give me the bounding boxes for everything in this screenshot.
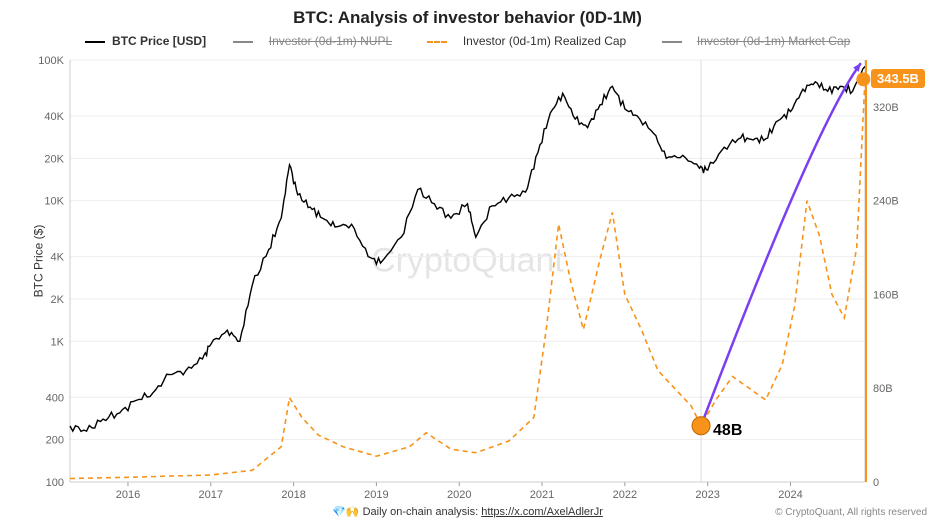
value-badge: 343.5B <box>871 69 925 88</box>
svg-text:2023: 2023 <box>695 489 719 501</box>
chart-container: BTC: Analysis of investor behavior (0D-1… <box>0 0 935 522</box>
footer-copyright: © CryptoQuant, All rights reserved <box>775 507 927 518</box>
svg-text:100K: 100K <box>38 55 64 67</box>
svg-text:160B: 160B <box>873 289 899 301</box>
svg-text:1K: 1K <box>51 336 65 348</box>
svg-text:100: 100 <box>46 477 64 489</box>
footer-prefix: 💎🙌 Daily on-chain analysis: <box>332 506 481 518</box>
svg-text:10K: 10K <box>44 196 64 208</box>
svg-text:200: 200 <box>46 435 64 447</box>
svg-text:2024: 2024 <box>778 489 802 501</box>
svg-text:2016: 2016 <box>116 489 140 501</box>
footer-attribution: 💎🙌 Daily on-chain analysis: https://x.co… <box>332 505 603 518</box>
svg-text:2019: 2019 <box>364 489 388 501</box>
svg-text:80B: 80B <box>873 383 893 395</box>
annotation-48b: 48B <box>713 422 742 440</box>
svg-text:20K: 20K <box>44 153 64 165</box>
svg-text:4K: 4K <box>51 252 65 264</box>
svg-text:2020: 2020 <box>447 489 471 501</box>
svg-text:400: 400 <box>46 392 64 404</box>
svg-text:2017: 2017 <box>199 489 223 501</box>
svg-text:2K: 2K <box>51 294 65 306</box>
footer-link[interactable]: https://x.com/AxelAdlerJr <box>481 506 603 518</box>
plot-area: 100 200 400 1K 2K 4K 10K 20K 40K 100K 0 80B 160B 240B… <box>0 0 935 522</box>
svg-text:320B: 320B <box>873 102 899 114</box>
svg-text:240B: 240B <box>873 196 899 208</box>
svg-text:0: 0 <box>873 477 879 489</box>
svg-text:2022: 2022 <box>613 489 637 501</box>
svg-text:2021: 2021 <box>530 489 554 501</box>
svg-text:40K: 40K <box>44 111 64 123</box>
svg-text:2018: 2018 <box>281 489 305 501</box>
